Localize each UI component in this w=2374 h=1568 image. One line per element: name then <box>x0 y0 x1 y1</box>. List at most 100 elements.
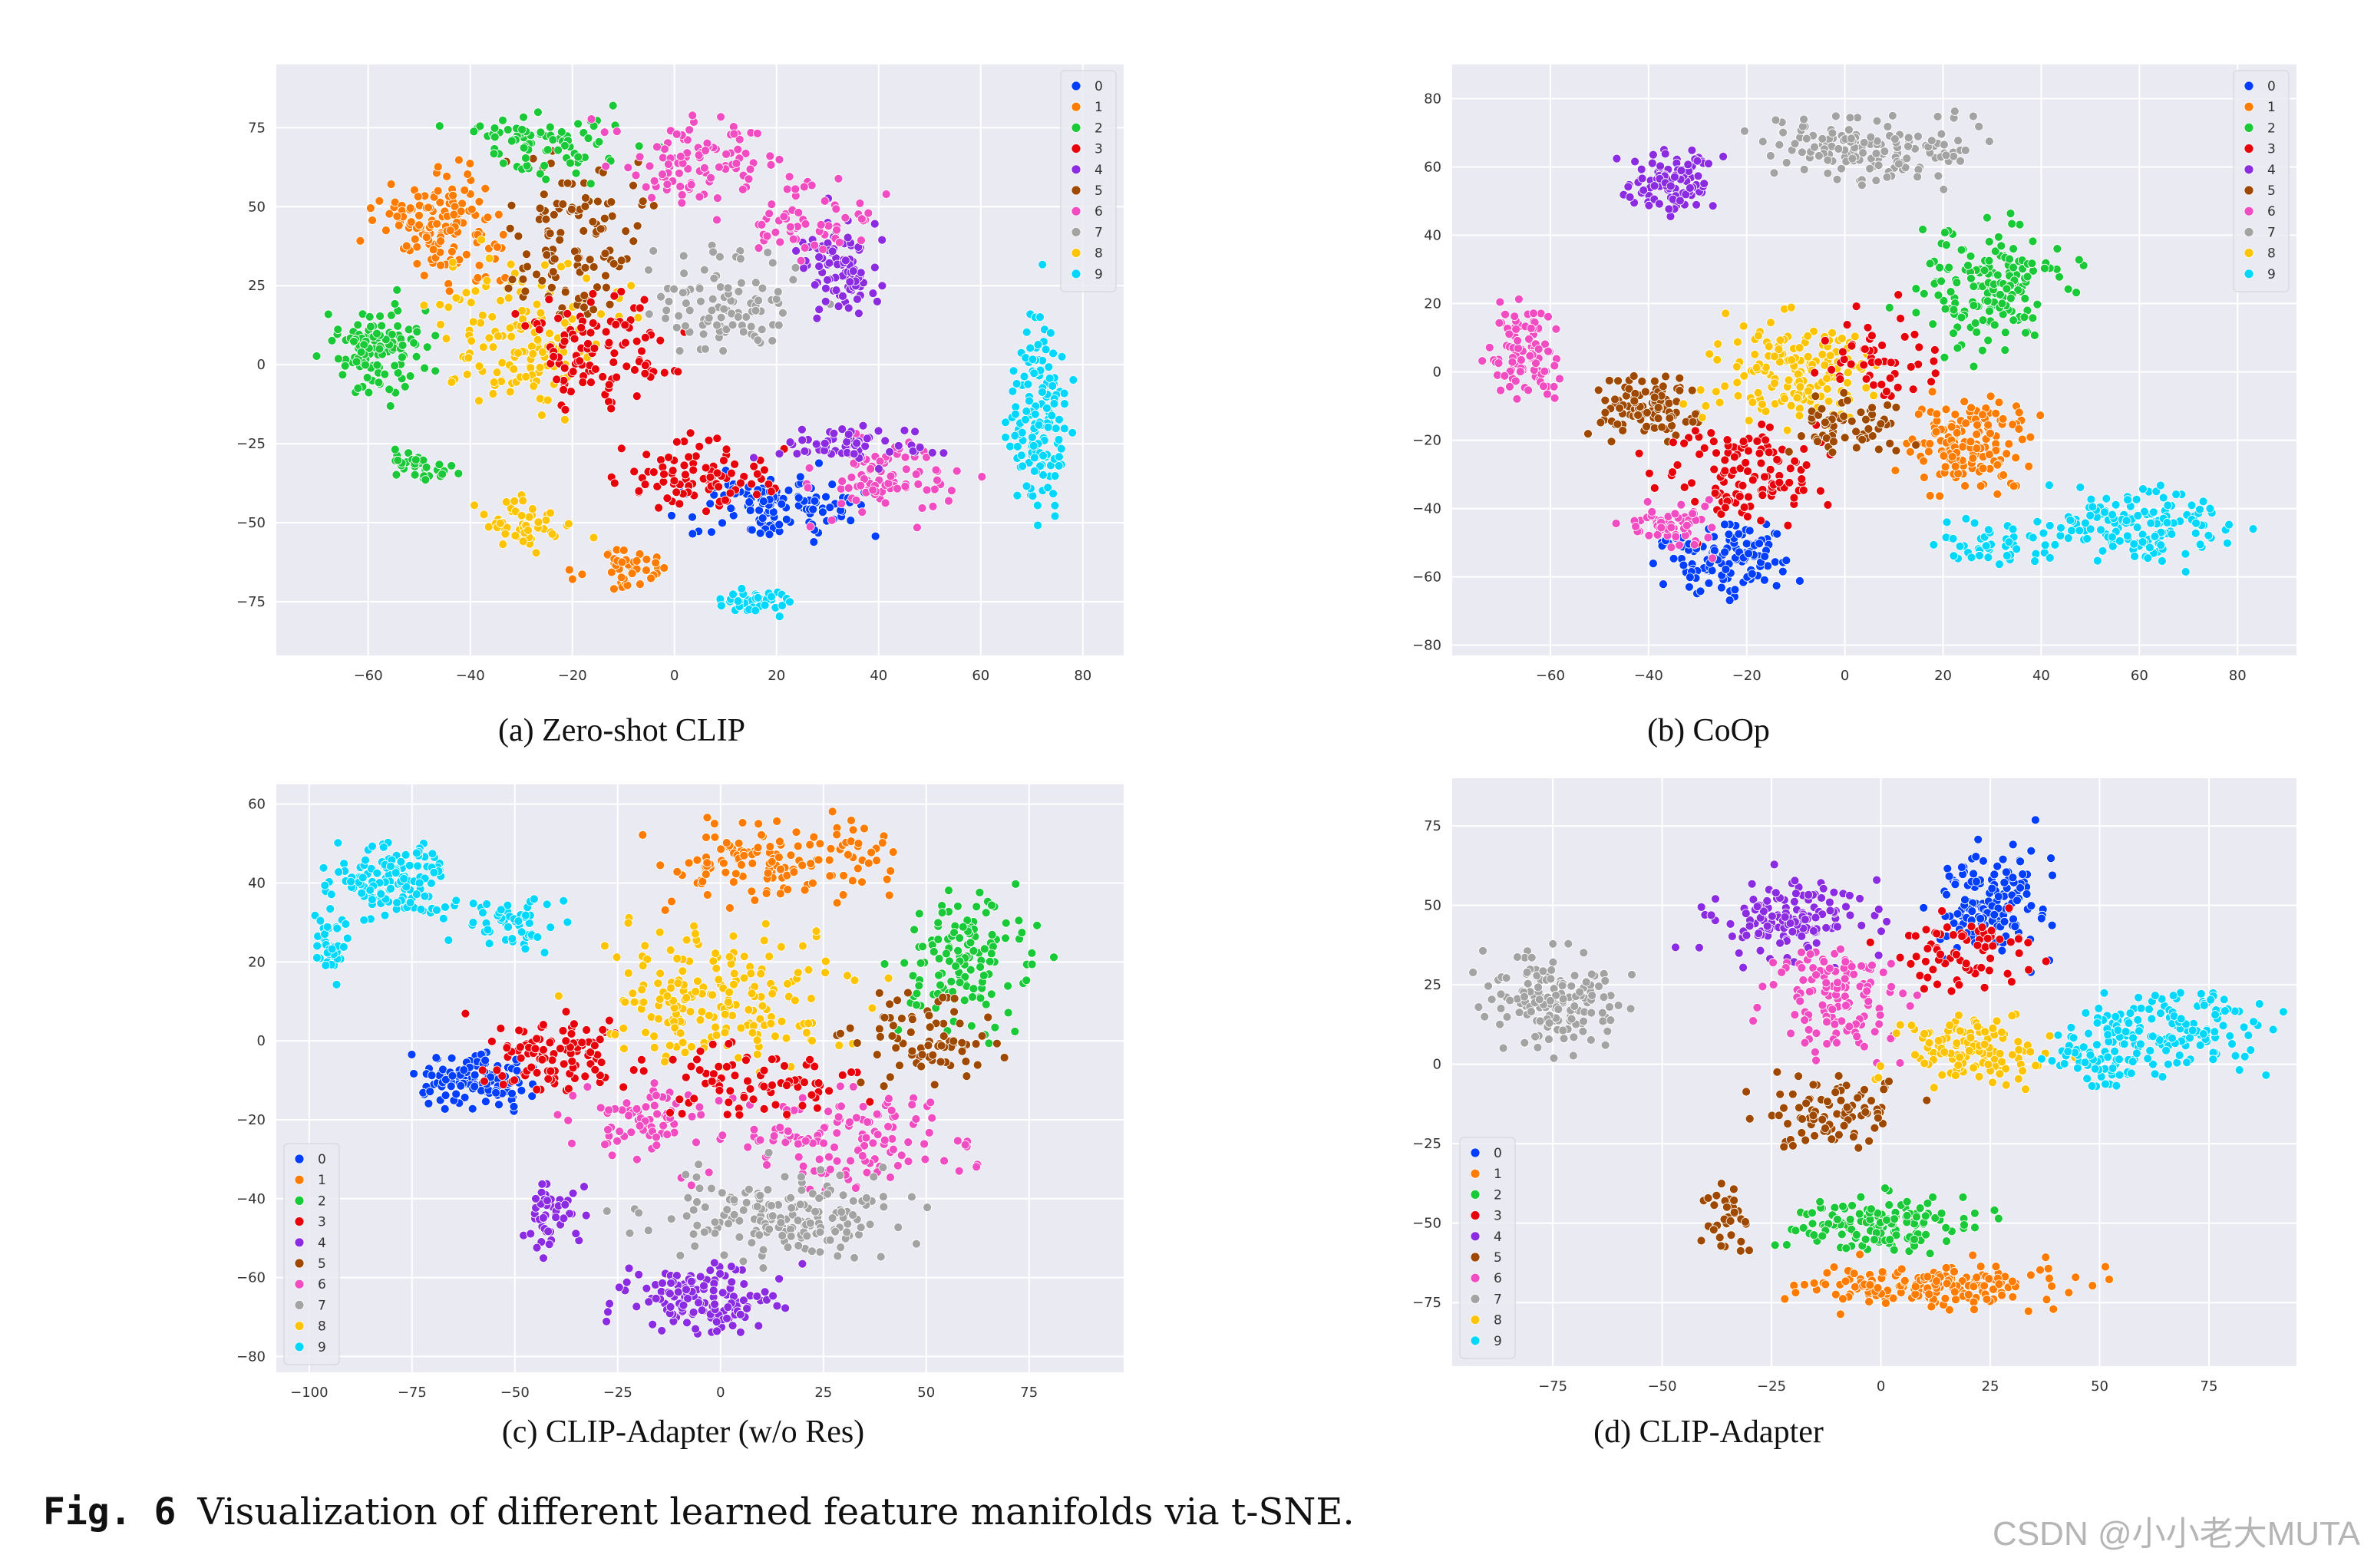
scatter-point <box>539 1253 548 1263</box>
scatter-point <box>754 1230 764 1240</box>
scatter-point <box>520 321 530 331</box>
scatter-point <box>1913 409 1923 419</box>
scatter-point <box>1008 386 1018 396</box>
scatter-point <box>526 1229 536 1239</box>
scatter-point <box>1799 114 1808 124</box>
scatter-point <box>972 1060 982 1070</box>
scatter-point <box>465 159 475 169</box>
scatter-point <box>688 1308 698 1317</box>
scatter-point <box>753 1049 762 1059</box>
scatter-point <box>405 371 415 381</box>
scatter-point <box>649 1042 659 1052</box>
scatter-point <box>605 1299 614 1309</box>
scatter-point <box>645 161 655 171</box>
scatter-point <box>783 1243 793 1252</box>
scatter-point <box>824 1107 833 1117</box>
scatter-point <box>1744 446 1753 456</box>
scatter-point <box>738 1206 748 1215</box>
scatter-point <box>1931 427 1941 437</box>
scatter-point <box>1029 441 1038 451</box>
scatter-point <box>533 335 543 345</box>
scatter-point <box>510 1075 519 1085</box>
scatter-point <box>719 858 728 868</box>
scatter-point <box>1659 579 1668 589</box>
scatter-point <box>420 891 430 901</box>
scatter-point <box>747 886 757 896</box>
scatter-point <box>834 237 844 247</box>
scatter-point <box>1795 382 1805 392</box>
scatter-point <box>593 196 603 206</box>
scatter-point <box>928 502 938 511</box>
scatter-point <box>2030 330 2039 340</box>
scatter-point <box>629 1065 639 1075</box>
scatter-point <box>590 1065 600 1074</box>
scatter-point <box>1880 147 1890 157</box>
scatter-point <box>1711 387 1721 397</box>
scatter-point <box>2195 540 2205 550</box>
scatter-point <box>468 317 478 327</box>
scatter-point <box>854 309 863 319</box>
scatter-point <box>599 127 609 137</box>
scatter-point <box>1831 111 1841 121</box>
scatter-point <box>1877 341 1887 350</box>
scatter-point <box>783 885 793 894</box>
scatter-point <box>729 969 739 979</box>
scatter-point <box>712 1030 721 1040</box>
scatter-point <box>815 1247 825 1257</box>
scatter-point <box>500 529 510 539</box>
scatter-point <box>824 258 834 268</box>
scatter-point <box>712 215 721 225</box>
scatter-point <box>911 470 921 479</box>
scatter-point <box>839 870 848 880</box>
scatter-point <box>353 383 363 393</box>
scatter-point <box>710 1299 719 1309</box>
scatter-point <box>435 197 445 207</box>
scatter-point <box>1611 519 1621 528</box>
scatter-point <box>688 529 698 539</box>
scatter-point <box>968 992 977 1002</box>
scatter-point <box>498 158 508 168</box>
scatter-point <box>1068 375 1078 385</box>
scatter-point <box>800 447 810 456</box>
scatter-point <box>710 832 720 842</box>
scatter-point <box>435 299 445 309</box>
scatter-point <box>361 855 370 865</box>
scatter-point <box>1675 373 1685 383</box>
scatter-point <box>652 142 662 152</box>
scatter-point <box>1640 387 1650 397</box>
scatter-point <box>928 1050 938 1060</box>
scatter-point <box>1744 416 1754 425</box>
scatter-point <box>929 484 939 494</box>
y-tick-label: −60 <box>236 1270 266 1286</box>
scatter-point <box>897 1014 906 1023</box>
scatter-point <box>738 1256 748 1266</box>
scatter-point <box>1500 371 1510 381</box>
scatter-point <box>705 472 715 482</box>
scatter-point <box>601 161 611 171</box>
scatter-point <box>359 915 369 925</box>
scatter-point <box>866 464 876 474</box>
scatter-point <box>586 1048 596 1057</box>
scatter-point <box>635 303 645 313</box>
scatter-point <box>1757 420 1767 429</box>
scatter-point <box>2052 244 2062 254</box>
scatter-point <box>723 1302 733 1312</box>
scatter-point <box>588 319 598 328</box>
scatter-point <box>339 859 349 869</box>
scatter-point <box>917 503 927 513</box>
scatter-point <box>832 898 842 908</box>
scatter-point <box>825 871 835 881</box>
scatter-point <box>1708 553 1718 563</box>
scatter-point <box>481 1097 490 1107</box>
scatter-point <box>356 347 366 357</box>
scatter-point <box>623 969 633 978</box>
scatter-point <box>2132 523 2142 532</box>
scatter-point <box>1801 134 1811 144</box>
scatter-point <box>545 1038 555 1048</box>
scatter-point <box>1859 137 1869 147</box>
scatter-point <box>536 127 546 137</box>
scatter-point <box>563 309 573 319</box>
scatter-point <box>666 1278 675 1288</box>
scatter-point <box>1637 376 1647 386</box>
scatter-point <box>748 859 758 868</box>
